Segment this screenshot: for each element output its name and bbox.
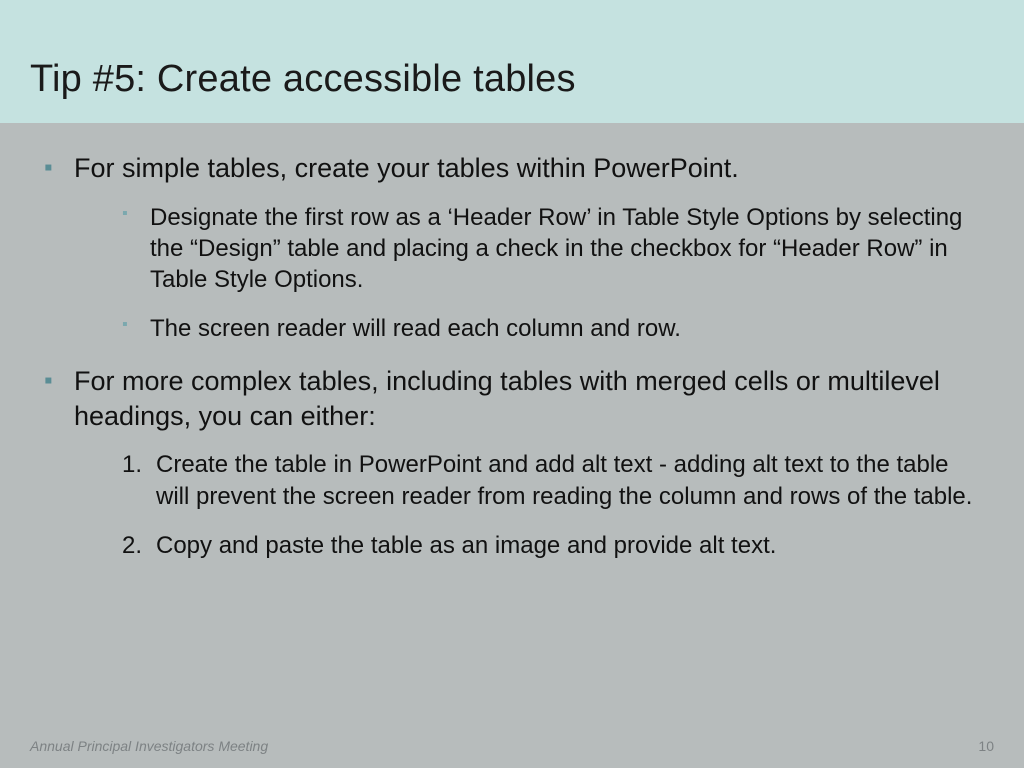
bullet-text: The screen reader will read each column …	[150, 315, 681, 342]
number-label: 2.	[122, 530, 142, 561]
numbered-lvl2-item: 2. Copy and paste the table as an image …	[122, 530, 984, 561]
bullet-text: For more complex tables, including table…	[74, 366, 940, 431]
page-number: 10	[978, 738, 994, 754]
bullet-text: For simple tables, create your tables wi…	[74, 153, 739, 183]
bullet-lvl2-item: The screen reader will read each column …	[122, 313, 984, 344]
slide-header: Tip #5: Create accessible tables	[0, 0, 1024, 123]
footer-left-text: Annual Principal Investigators Meeting	[30, 738, 268, 754]
slide-footer: Annual Principal Investigators Meeting 1…	[30, 738, 994, 754]
bullet-text: Copy and paste the table as an image and…	[156, 532, 776, 559]
slide-body: For simple tables, create your tables wi…	[0, 123, 1024, 768]
slide: Tip #5: Create accessible tables For sim…	[0, 0, 1024, 768]
bullet-list-lvl1: For simple tables, create your tables wi…	[40, 151, 984, 561]
slide-title: Tip #5: Create accessible tables	[30, 58, 994, 101]
bullet-text: Designate the first row as a ‘Header Row…	[150, 204, 962, 293]
bullet-list-lvl2: Designate the first row as a ‘Header Row…	[122, 202, 984, 345]
bullet-lvl2-item: Designate the first row as a ‘Header Row…	[122, 202, 984, 296]
numbered-lvl2-item: 1. Create the table in PowerPoint and ad…	[122, 449, 984, 511]
bullet-text: Create the table in PowerPoint and add a…	[156, 451, 972, 509]
numbered-list-lvl2: 1. Create the table in PowerPoint and ad…	[122, 449, 984, 561]
number-label: 1.	[122, 449, 142, 480]
bullet-lvl1-item: For more complex tables, including table…	[40, 364, 984, 561]
bullet-lvl1-item: For simple tables, create your tables wi…	[40, 151, 984, 344]
